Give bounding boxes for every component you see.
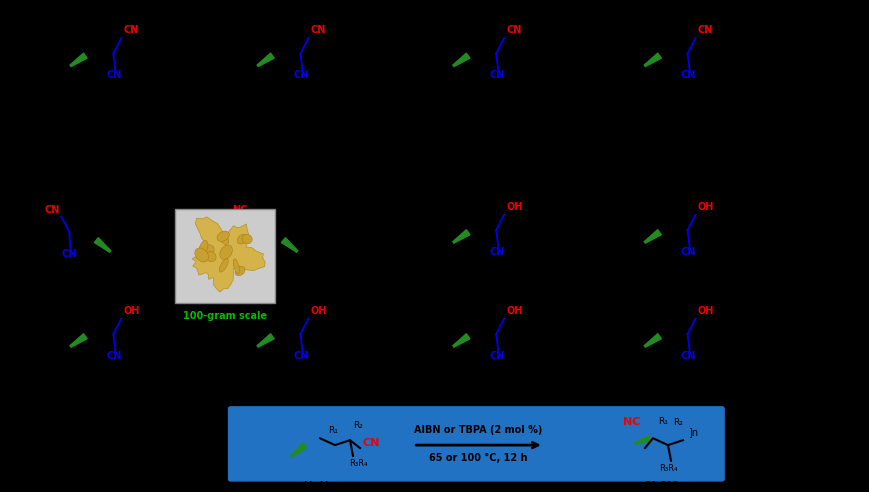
Polygon shape [257, 334, 274, 347]
Ellipse shape [235, 266, 245, 276]
Text: CN: CN [680, 70, 695, 80]
Polygon shape [634, 435, 650, 444]
Ellipse shape [195, 248, 209, 262]
Bar [175, 210, 275, 303]
Text: CN: CN [123, 25, 138, 35]
Text: CN: CN [362, 438, 380, 448]
Text: CN: CN [489, 70, 504, 80]
Text: R₃R₄: R₃R₄ [348, 459, 367, 468]
Text: 65 or 100 °C, 12 h: 65 or 100 °C, 12 h [428, 453, 527, 463]
Ellipse shape [202, 245, 214, 256]
Text: R₁: R₁ [328, 426, 337, 435]
Text: M₁-M₁₂: M₁-M₁₂ [303, 482, 335, 492]
Ellipse shape [233, 259, 239, 274]
Polygon shape [94, 238, 110, 252]
Polygon shape [453, 334, 469, 347]
Polygon shape [453, 230, 469, 243]
Text: NC: NC [622, 418, 640, 428]
Text: OH: OH [697, 202, 713, 212]
Ellipse shape [242, 234, 252, 244]
Text: CN: CN [107, 70, 122, 80]
Text: R₂: R₂ [673, 418, 682, 428]
Ellipse shape [220, 234, 229, 245]
Text: OH: OH [506, 306, 522, 315]
Text: P1-P12: P1-P12 [644, 482, 678, 492]
Polygon shape [453, 53, 469, 66]
Ellipse shape [199, 241, 208, 256]
Text: CN: CN [62, 249, 77, 259]
Text: OH: OH [310, 306, 327, 315]
Text: CN: CN [107, 351, 122, 361]
Polygon shape [192, 217, 265, 292]
Text: NC: NC [232, 205, 247, 215]
Ellipse shape [220, 245, 232, 259]
Text: R₁: R₁ [657, 417, 667, 427]
Ellipse shape [206, 251, 216, 262]
Text: CN: CN [489, 247, 504, 257]
Text: CN: CN [310, 25, 325, 35]
Text: 100-gram scale: 100-gram scale [182, 311, 267, 321]
Polygon shape [644, 230, 660, 243]
Text: R₂: R₂ [353, 421, 362, 430]
Polygon shape [290, 443, 307, 457]
Ellipse shape [237, 234, 247, 244]
Text: OH: OH [123, 306, 140, 315]
Ellipse shape [219, 259, 228, 272]
Polygon shape [70, 334, 87, 347]
Polygon shape [70, 53, 87, 66]
Text: ]n: ]n [687, 428, 697, 437]
Text: CN: CN [697, 25, 712, 35]
Text: CN: CN [45, 205, 60, 215]
Ellipse shape [216, 231, 229, 242]
Polygon shape [257, 53, 274, 66]
Text: CN: CN [489, 351, 504, 361]
Polygon shape [281, 238, 297, 252]
Polygon shape [644, 53, 660, 66]
Text: OH: OH [506, 202, 522, 212]
Text: CN: CN [294, 70, 308, 80]
Text: R₃R₄: R₃R₄ [658, 464, 676, 473]
Text: CN: CN [294, 351, 308, 361]
FancyBboxPatch shape [229, 407, 723, 481]
Text: CN: CN [249, 249, 264, 259]
Text: CN: CN [680, 247, 695, 257]
Text: AIBN or TBPA (2 mol %): AIBN or TBPA (2 mol %) [414, 425, 542, 435]
Polygon shape [644, 334, 660, 347]
Text: CN: CN [680, 351, 695, 361]
Text: OH: OH [697, 306, 713, 315]
Text: CN: CN [506, 25, 521, 35]
